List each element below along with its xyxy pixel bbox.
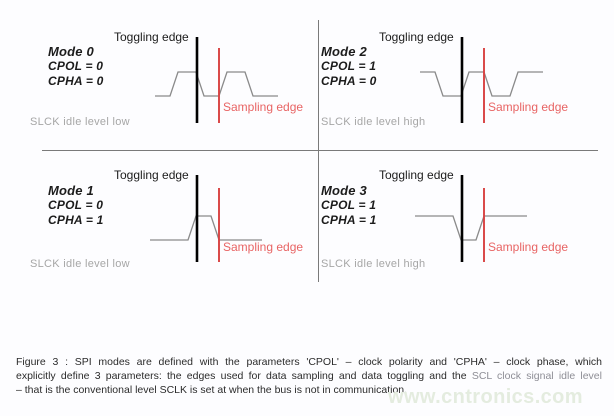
cpha-value: CPHA = 0 [48,74,104,88]
cpha-value: CPHA = 1 [48,213,104,227]
quadrant-mode-3: Toggling edge Sampling edge Mode 3 CPOL … [307,150,614,300]
idle-level-note: SLCK idle level low [30,258,130,270]
caption-line-2-part-b: SCL clock signal idle level [471,370,602,382]
mode-2-params: Mode 2 CPOL = 1 CPHA = 0 [321,44,377,89]
quadrant-vertical-divider [318,20,319,282]
waveform-mode-3 [415,175,527,262]
caption-line-1: Figure 3 : SPI modes are defined with th… [16,356,602,368]
waveform-mode-1 [150,175,262,262]
cpol-value: CPOL = 0 [48,198,104,212]
mode-title: Mode 0 [48,44,94,59]
quadrant-horizontal-divider [42,150,598,151]
sampling-edge-label: Sampling edge [488,240,569,254]
cpol-value: CPOL = 1 [321,198,377,212]
mode-1-params: Mode 1 CPOL = 0 CPHA = 1 [48,183,104,228]
cpol-value: CPOL = 1 [321,59,377,73]
waveform-mode-2 [420,37,543,123]
toggling-edge-label: Toggling edge [114,168,189,182]
sampling-edge-label: Sampling edge [223,100,304,114]
quadrant-mode-2: Toggling edge Sampling edge Mode 2 CPOL … [307,0,614,150]
cpha-value: CPHA = 0 [321,74,377,88]
mode-0-params: Mode 0 CPOL = 0 CPHA = 0 [48,44,104,89]
site-watermark: www.cntronics.com [388,386,583,408]
waveform-mode-0 [155,37,278,123]
mode-title: Mode 3 [321,183,367,198]
caption-line-3: – that is the conventional level SCLK is… [16,384,408,396]
toggling-edge-label: Toggling edge [379,30,454,44]
idle-level-note: SLCK idle level high [321,258,426,270]
toggling-edge-label: Toggling edge [379,168,454,182]
toggling-edge-label: Toggling edge [114,30,189,44]
sampling-edge-label: Sampling edge [223,240,304,254]
mode-title: Mode 2 [321,44,367,59]
mode-title: Mode 1 [48,183,94,198]
idle-level-note: SLCK idle level low [30,116,130,128]
figure-caption: Figure 3 : SPI modes are defined with th… [16,355,602,397]
idle-level-note: SLCK idle level high [321,116,426,128]
quadrant-mode-1: Toggling edge Sampling edge Mode 1 CPOL … [0,150,307,300]
quadrant-mode-0: Toggling edge Sampling edge Mode 0 CPOL … [0,0,307,150]
caption-line-2-part-a: explicitly define 3 parameters: the edge… [16,370,472,382]
mode-3-params: Mode 3 CPOL = 1 CPHA = 1 [321,183,377,228]
sampling-edge-label: Sampling edge [488,100,569,114]
cpol-value: CPOL = 0 [48,59,104,73]
cpha-value: CPHA = 1 [321,213,377,227]
caption-line-2: explicitly define 3 parameters: the edge… [16,369,602,383]
